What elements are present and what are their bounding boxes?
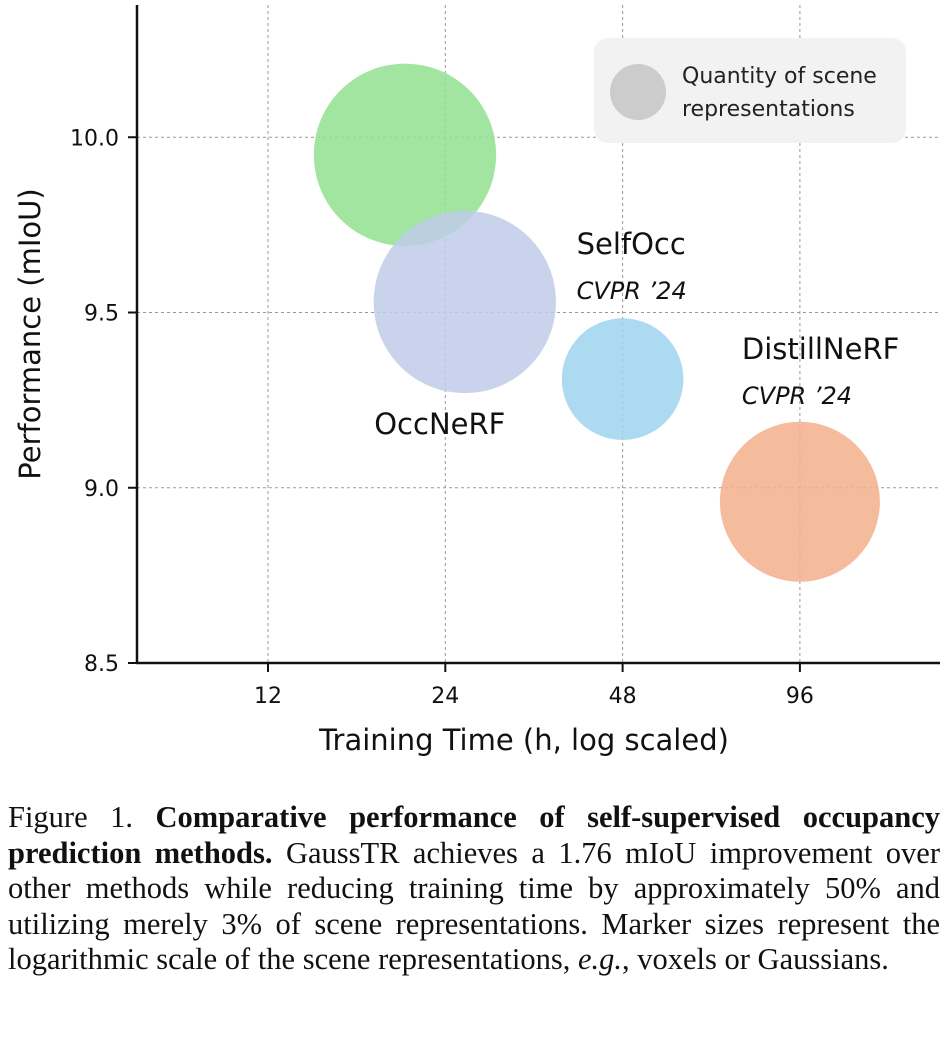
bubble-selfocc bbox=[561, 318, 684, 440]
caption-label: Figure 1. bbox=[8, 800, 133, 834]
label-distillnerf: DistillNeRF bbox=[742, 332, 899, 366]
y-tick-label: 10.0 bbox=[70, 126, 119, 151]
bubbles bbox=[313, 63, 880, 582]
caption-text: GaussTR achieves a 1.76 mIoU improvement… bbox=[8, 835, 940, 977]
y-axis-title: Performance (mIoU) bbox=[13, 188, 47, 479]
bubble-distillnerf bbox=[719, 421, 880, 582]
x-tick-label: 48 bbox=[609, 684, 637, 709]
label-gaussianocc: GaussianOcc bbox=[329, 0, 517, 2]
bubble-labels: GaussianOcc OccNeRF SelfOcc CVPR ’24 Distill… bbox=[329, 0, 899, 441]
label-occnerf: OccNeRF bbox=[374, 407, 505, 441]
label-selfocc: SelfOcc bbox=[577, 227, 686, 261]
legend-label-line2: representations bbox=[682, 97, 855, 122]
legend-box bbox=[594, 38, 906, 143]
x-tick-label: 96 bbox=[786, 684, 814, 709]
venue-selfocc: CVPR ’24 bbox=[577, 277, 687, 305]
x-tick-label: 12 bbox=[254, 684, 282, 709]
legend: Quantity of scene representations bbox=[594, 38, 906, 143]
caption-text-end: , voxels or Gaussians. bbox=[622, 942, 889, 976]
caption-eg: e.g. bbox=[577, 942, 623, 976]
y-tick-label: 8.5 bbox=[84, 652, 119, 677]
bubble-gaussianocc bbox=[313, 63, 497, 246]
venue-distillnerf: CVPR ’24 bbox=[742, 382, 852, 410]
legend-label-line1: Quantity of scene bbox=[682, 64, 877, 89]
caption-bold-title: Comparative performance of self-supervis… bbox=[8, 800, 941, 870]
axes bbox=[135, 5, 940, 665]
x-axis-title: Training Time (h, log scaled) bbox=[318, 723, 729, 757]
y-tick-label: 9.5 bbox=[84, 302, 119, 327]
bubble-occnerf bbox=[373, 210, 556, 394]
legend-marker bbox=[610, 64, 666, 120]
y-tick-label: 9.0 bbox=[84, 477, 119, 502]
figure-caption: Figure 1. Comparative performance of sel… bbox=[8, 800, 940, 978]
x-tick-label: 24 bbox=[431, 684, 459, 709]
